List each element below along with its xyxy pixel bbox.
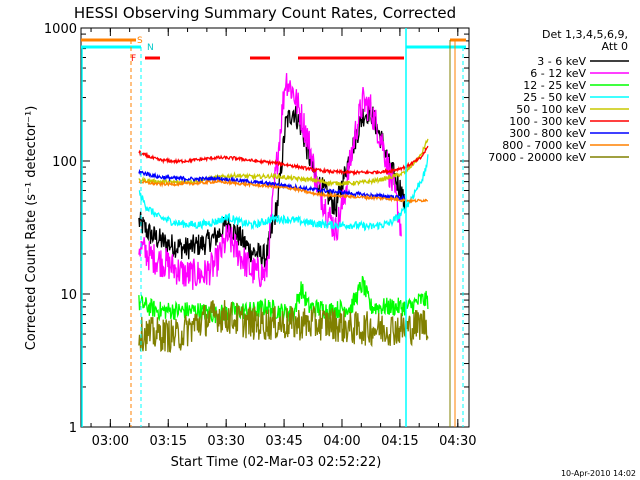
series-line-3-6-kev [138,100,406,268]
legend-label: 6 - 12 keV [530,67,586,80]
flag-layer: S N F [81,28,466,427]
x-tick-label: 03:45 [265,434,302,449]
legend-label: 800 - 7000 keV [502,139,586,152]
legend-label: 50 - 100 keV [516,103,586,116]
x-axis-label: Start Time (02-Mar-03 02:52:22) [171,455,382,470]
footer-date: 10-Apr-2010 14:02 [561,469,636,478]
y-tick-label: 1 [69,421,77,436]
x-tick-label: 03:00 [92,434,129,449]
legend-title-line-1: Det 1,3,4,5,6,9, [542,28,628,41]
series-layer [138,73,429,354]
x-tick-label: 04:30 [439,434,476,449]
y-tick-label: 10 [60,288,77,303]
series-line-25-50-kev [138,154,429,232]
x-tick-label: 03:15 [150,434,187,449]
y-axis-label: Corrected Count Rate (s⁻¹ detector⁻¹) [24,106,39,351]
legend-label: 7000 - 20000 keV [488,151,586,164]
series-line-300-800-kev [138,168,406,202]
x-tick-label: 04:15 [381,434,418,449]
tick-layer: 03:00 03:15 03:30 03:45 04:00 04:15 04:30 1 10 10… [44,22,477,449]
legend-label: 3 - 6 keV [537,55,586,68]
series-line-7000-20000-kev [138,300,429,354]
flag-n-label: N [147,43,154,53]
legend-label: 100 - 300 keV [509,115,586,128]
legend-label: 12 - 25 keV [523,79,586,92]
x-tick-label: 04:00 [323,434,360,449]
y-tick-label: 1000 [44,22,77,37]
flag-s-label: S [137,36,143,46]
legend-title-line-2: Att 0 [602,40,628,53]
legend-label: 25 - 50 keV [523,91,586,104]
series-line-800-7000-kev [138,179,429,204]
x-tick-label: 03:30 [207,434,244,449]
legend-label: 300 - 800 keV [509,127,586,140]
y-tick-label: 100 [52,155,77,170]
chart-title: HESSI Observing Summary Count Rates, Cor… [74,4,456,22]
plot-frame [80,27,470,428]
series-line-100-300-kev [138,145,429,177]
flag-f-label: F [131,54,136,64]
